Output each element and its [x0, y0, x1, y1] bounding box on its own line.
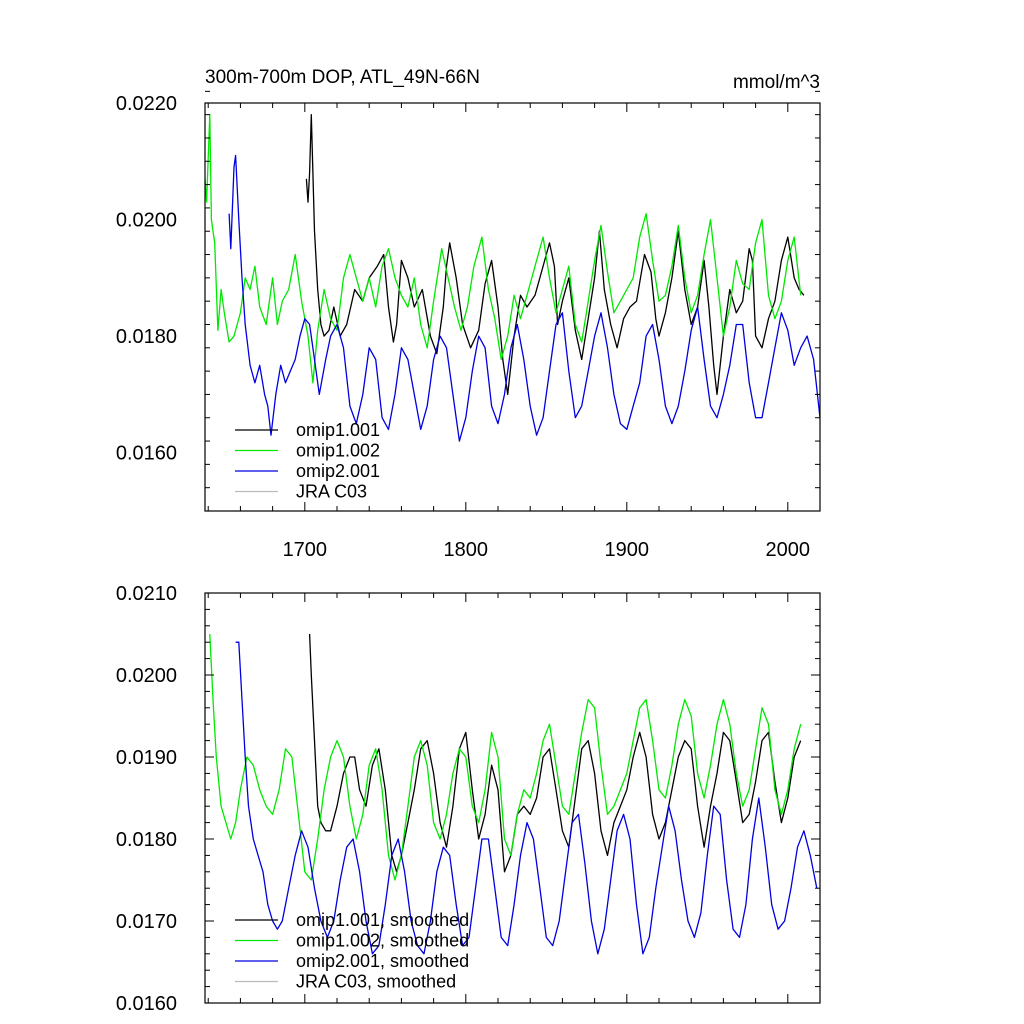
plot-frame	[204, 102, 821, 512]
legend-entry: omip2.001	[296, 461, 380, 481]
y-tick-label: 0.0200	[116, 210, 177, 232]
y-tick-label: 0.0190	[116, 747, 177, 769]
y-tick-label: 0.0200	[116, 665, 177, 687]
series-line-2	[205, 114, 802, 384]
x-tick-label: 1900	[605, 539, 650, 561]
series-line-1	[308, 633, 802, 873]
y-tick-label: 0.0170	[116, 911, 177, 933]
y-tick-label: 0.0180	[116, 829, 177, 851]
series-line-3	[228, 154, 820, 442]
series-line-1	[305, 114, 805, 396]
y-tick-label: 0.0160	[116, 993, 177, 1015]
plot-frame	[204, 592, 821, 1004]
y-tick-label: 0.0210	[116, 583, 177, 605]
y-tick-label: 0.0220	[116, 93, 177, 115]
units-label: mmol/m^3	[733, 72, 820, 93]
y-tick-label: 0.0160	[116, 443, 177, 465]
legend-entry: omip1.002	[296, 441, 380, 461]
series-line-2	[209, 633, 802, 881]
legend-entry: omip1.001, smoothed	[296, 910, 469, 930]
legend-entry: omip2.001, smoothed	[296, 951, 469, 971]
series-line-3	[235, 641, 818, 955]
legend-entry: omip1.001	[296, 420, 380, 440]
legend-entry: JRA C03	[296, 482, 367, 502]
chart-title: 300m-700m DOP, ATL_49N-66N	[205, 67, 480, 88]
legend-entry: omip1.002, smoothed	[296, 931, 469, 951]
x-tick-label: 1700	[283, 539, 328, 561]
x-tick-label: 1800	[444, 539, 489, 561]
legend-entry: JRA C03, smoothed	[296, 972, 456, 992]
top-chart-panel: 0.0160 0.0180 0.0200 0.0220 1700 1800 1900 2000…	[116, 67, 821, 561]
bottom-chart-panel: 0.0160 0.0170 0.0180 0.0190 0.0200 0.0210 omip…	[116, 583, 821, 1015]
x-tick-label: 2000	[766, 539, 811, 561]
y-tick-label: 0.0180	[116, 326, 177, 348]
